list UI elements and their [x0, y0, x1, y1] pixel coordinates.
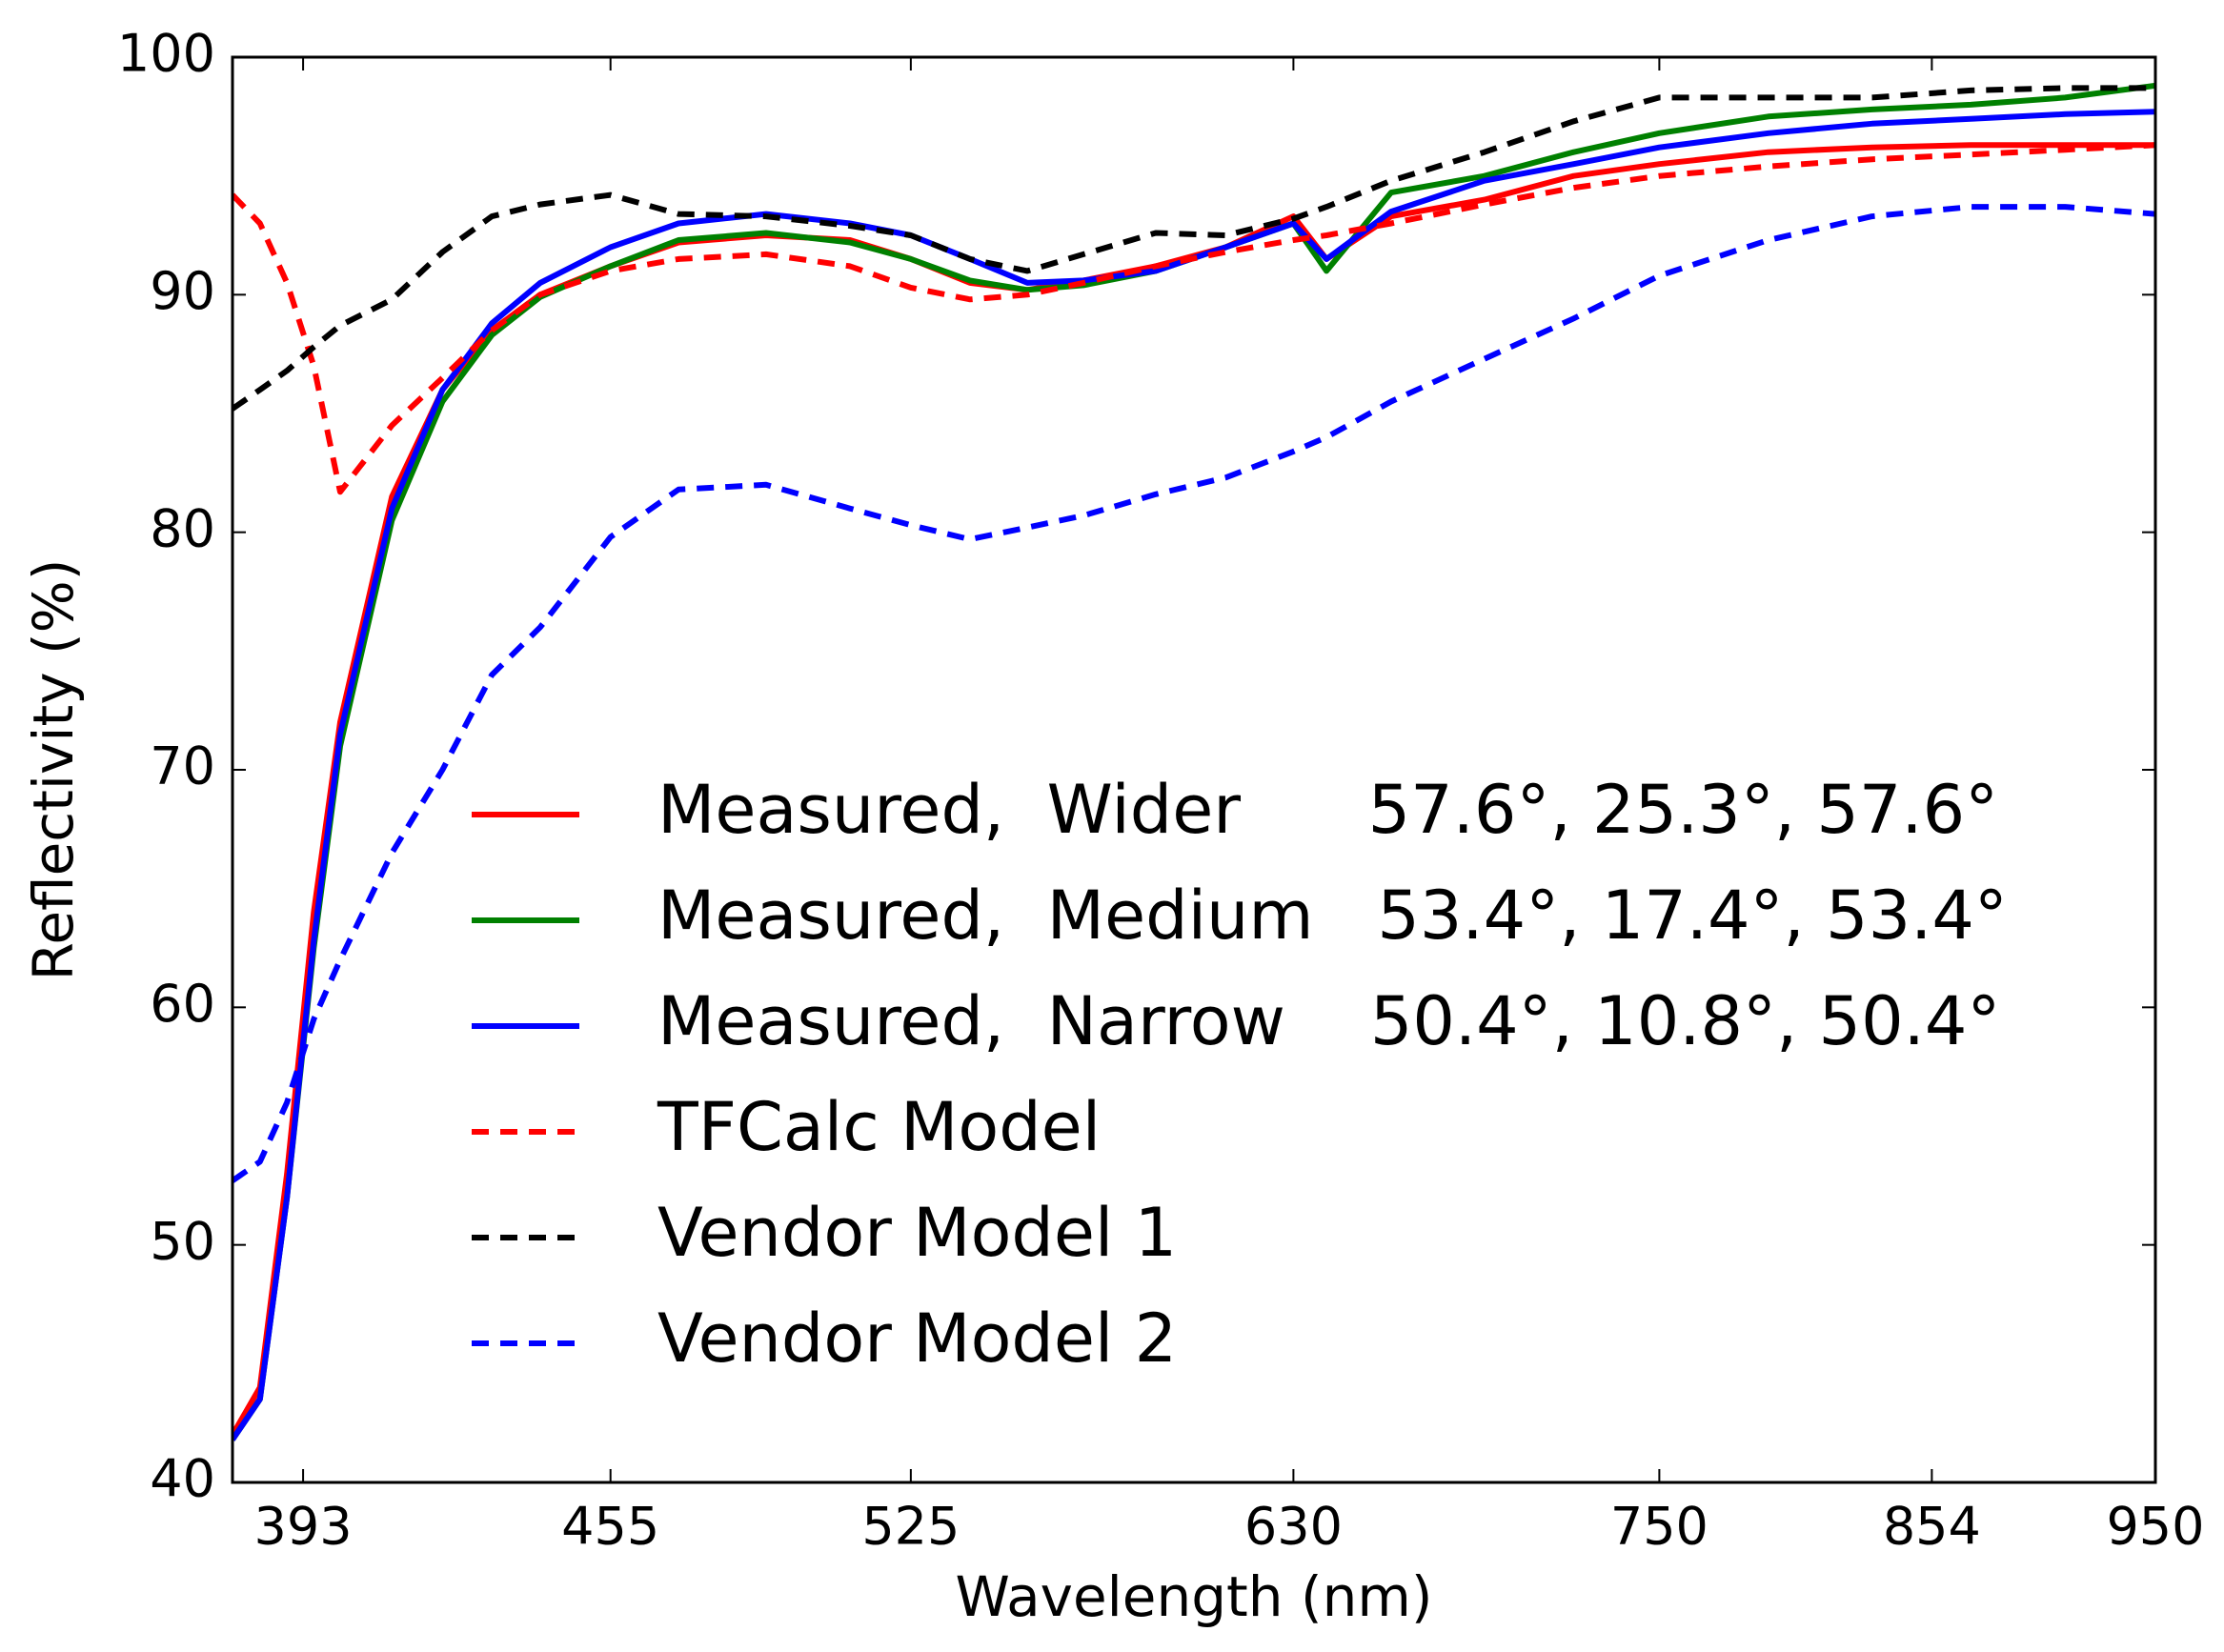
legend-label: Measured, Narrow 50.4°, 10.8°, 50.4°: [657, 982, 2000, 1060]
series-line: [233, 82, 2155, 1441]
x-tick-label: 393: [254, 1497, 353, 1557]
legend-label: Measured, Medium 53.4°, 17.4°, 53.4°: [657, 876, 2008, 955]
x-axis-label: Wavelength (nm): [955, 1564, 1432, 1629]
legend-label: Measured, Wider 57.6°, 25.3°, 57.6°: [657, 771, 1998, 849]
y-tick-label: 40: [150, 1449, 215, 1509]
legend-label: TFCalc Model: [657, 1088, 1101, 1166]
plot-frame: [231, 55, 2157, 1484]
x-tick-label: 854: [1883, 1497, 1981, 1557]
y-tick-label: 80: [150, 498, 215, 558]
series-line: [233, 142, 2155, 495]
y-tick-label: 100: [117, 24, 215, 84]
x-tick-label: 455: [561, 1497, 659, 1557]
y-tick-label: 70: [150, 736, 215, 796]
series-line: [233, 204, 2155, 1183]
y-tick-label: 50: [150, 1211, 215, 1271]
legend-label: Vendor Model 1: [657, 1194, 1177, 1272]
x-tick-label: 525: [861, 1497, 960, 1557]
y-axis-label: Reflectivity (%): [21, 559, 86, 981]
x-tick-label: 750: [1610, 1497, 1708, 1557]
x-tick-label: 950: [2106, 1497, 2204, 1557]
series-line: [233, 109, 2155, 1441]
series-line: [233, 85, 2155, 412]
legend-label: Vendor Model 2: [657, 1299, 1177, 1378]
y-tick-label: 60: [150, 974, 215, 1034]
x-tick-label: 630: [1244, 1497, 1343, 1557]
y-tick-label: 90: [150, 261, 215, 321]
